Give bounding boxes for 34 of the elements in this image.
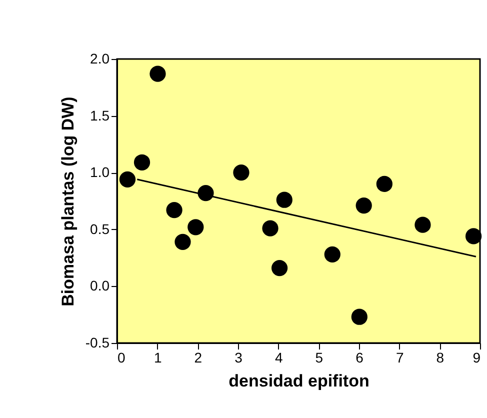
y-tick-label: 2.0 — [90, 50, 110, 66]
point — [233, 164, 250, 181]
point — [188, 219, 204, 236]
point — [351, 308, 368, 325]
y-axis-title: Biomasa plantas (log DW) — [58, 96, 78, 306]
x-tick-label: 4 — [274, 350, 283, 366]
point — [414, 216, 431, 233]
point — [174, 234, 191, 250]
x-tick-label: 0 — [118, 350, 126, 366]
y-tick-label: 1.5 — [90, 107, 110, 124]
y-tick-label: 0.0 — [90, 278, 110, 294]
x-tick-label: 8 — [436, 350, 444, 366]
point — [271, 260, 288, 276]
point — [276, 192, 292, 208]
x-tick-label: 3 — [234, 350, 243, 366]
y-tick-label: -0.5 — [85, 334, 110, 350]
point — [376, 176, 392, 192]
point — [119, 171, 136, 188]
x-tick-label: 2 — [194, 350, 202, 366]
point — [262, 220, 278, 236]
point — [465, 228, 482, 244]
point — [134, 154, 150, 170]
point — [356, 198, 372, 214]
x-tick-label: 5 — [315, 350, 324, 366]
y-tick-label: 0.5 — [90, 220, 110, 237]
x-tick-label: 9 — [472, 350, 481, 366]
x-tick-label: 6 — [356, 350, 364, 366]
point — [324, 246, 340, 262]
y-tick-label: 1.0 — [90, 164, 110, 180]
point — [166, 202, 182, 218]
x-tick-label: 7 — [396, 350, 404, 366]
point — [150, 66, 166, 82]
x-tick-label: 1 — [154, 350, 162, 366]
x-axis-title: densidad epifiton — [228, 372, 370, 390]
